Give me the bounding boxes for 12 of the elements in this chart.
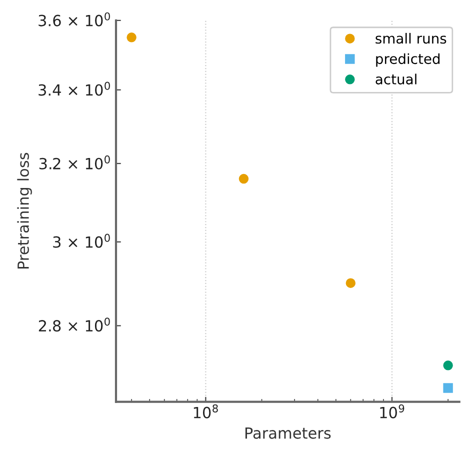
y-tick-label: 3.6 × 10$^{0}$ (38, 12, 110, 26)
legend-label: predicted (376, 53, 440, 67)
y-axis-title: Pretraining loss (17, 152, 32, 269)
y-tick-label: 2.8 × 10$^{0}$ (38, 318, 110, 332)
legend-label: actual (376, 74, 416, 84)
x-tick-label: 10$^{8}$ (194, 404, 218, 418)
y-tick-label: 3 × 10$^{0}$ (53, 234, 110, 248)
y-tick-label: 3.2 × 10$^{0}$ (39, 155, 110, 170)
x-axis-title: Parameters (245, 427, 331, 439)
y-tick-label: 3.4 × 10$^{0}$ (38, 82, 110, 96)
legend-label: small runs (376, 32, 446, 44)
x-tick-label: 10$^{9}$ (380, 404, 404, 418)
